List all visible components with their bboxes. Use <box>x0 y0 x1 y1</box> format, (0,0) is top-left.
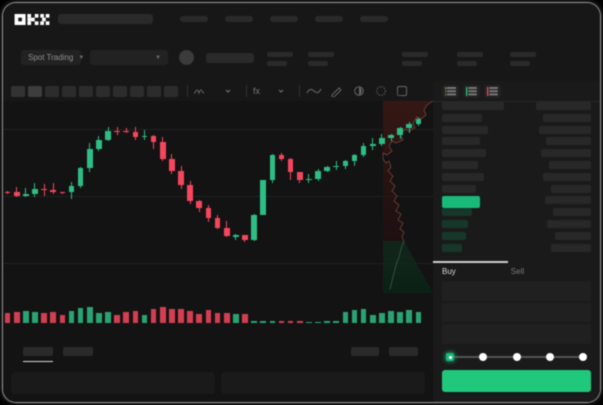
svg-text:fx: fx <box>253 86 261 96</box>
